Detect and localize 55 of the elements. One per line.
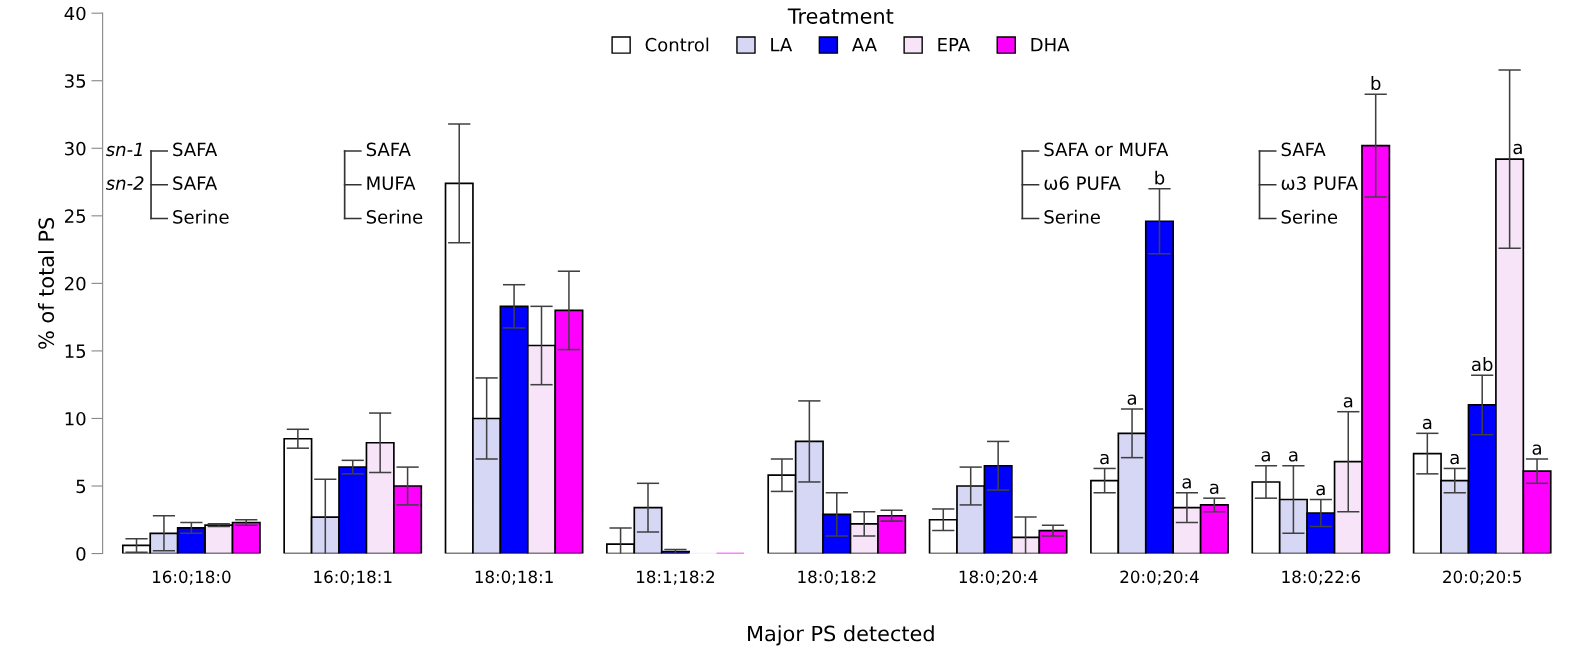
legend-title: Treatment	[787, 8, 894, 24]
data-label: a	[1513, 143, 1522, 155]
y-tick-label: 0	[76, 547, 86, 561]
x-tick-label: 20:0;20:4	[1120, 570, 1199, 585]
annotation: SAFA	[173, 176, 218, 190]
annotation: ω6 PUFA	[1044, 176, 1121, 190]
x-tick-label: 16:0;18:0	[152, 570, 231, 585]
annotation: SAFA	[173, 142, 218, 157]
y-axis-title: % of total PS	[37, 217, 55, 349]
annotation: ω3 PUFA	[1281, 176, 1358, 190]
y-tick-label: 30	[65, 141, 86, 156]
legend-label: DHA	[1031, 38, 1070, 52]
legend-label: AA	[851, 38, 877, 52]
data-label: a	[1316, 484, 1325, 496]
x-tick-label: 18:1;18:2	[637, 570, 714, 585]
data-label: a	[1450, 453, 1459, 465]
y-tick-label: 40	[64, 6, 86, 21]
x-tick-label: 18:0;18:1	[475, 570, 553, 585]
x-tick-label: 18:0;20:4	[959, 570, 1038, 585]
annotation: Serine	[366, 209, 423, 224]
annotation: MUFA	[367, 176, 416, 190]
data-label: b	[1371, 76, 1381, 91]
data-label: a	[1127, 394, 1136, 405]
data-label: a	[1261, 451, 1270, 462]
y-tick-label: 10	[65, 411, 86, 426]
y-tick-label: 25	[65, 209, 86, 223]
annotation: Serine	[173, 209, 229, 224]
legend-label: Control	[645, 37, 709, 52]
data-label: a	[1100, 453, 1109, 465]
data-label: a	[1209, 483, 1219, 494]
x-tick-label: 20:0;20:5	[1443, 570, 1521, 585]
data-label: a	[1288, 451, 1298, 462]
annotation: sn-1	[105, 142, 142, 157]
data-label: a	[1343, 397, 1353, 408]
y-tick-label: 5	[76, 479, 86, 494]
data-label: ab	[1472, 357, 1493, 372]
y-tick-label: 35	[65, 74, 86, 88]
y-tick-label: 20	[65, 276, 86, 291]
annotation: SAFA or MUFA	[1044, 142, 1169, 157]
x-tick-label: 16:0;18:1	[314, 570, 392, 585]
annotation: SAFA	[366, 142, 411, 157]
legend-label: LA	[771, 38, 793, 52]
data-label: a	[1182, 478, 1191, 489]
annotation: Serine	[1281, 209, 1338, 224]
x-axis-title: Major PS detected	[748, 625, 934, 646]
y-tick-label: 15	[65, 344, 86, 359]
annotation: Serine	[1044, 209, 1100, 224]
legend-label: EPA	[938, 38, 970, 52]
data-label: a	[1532, 444, 1541, 455]
x-tick-label: 18:0;22:6	[1282, 570, 1361, 585]
data-label: b	[1155, 170, 1165, 185]
annotation: sn-2	[105, 176, 144, 190]
x-tick-label: 18:0;18:2	[798, 570, 876, 585]
data-label: a	[1422, 418, 1432, 430]
annotation: SAFA	[1281, 142, 1326, 157]
